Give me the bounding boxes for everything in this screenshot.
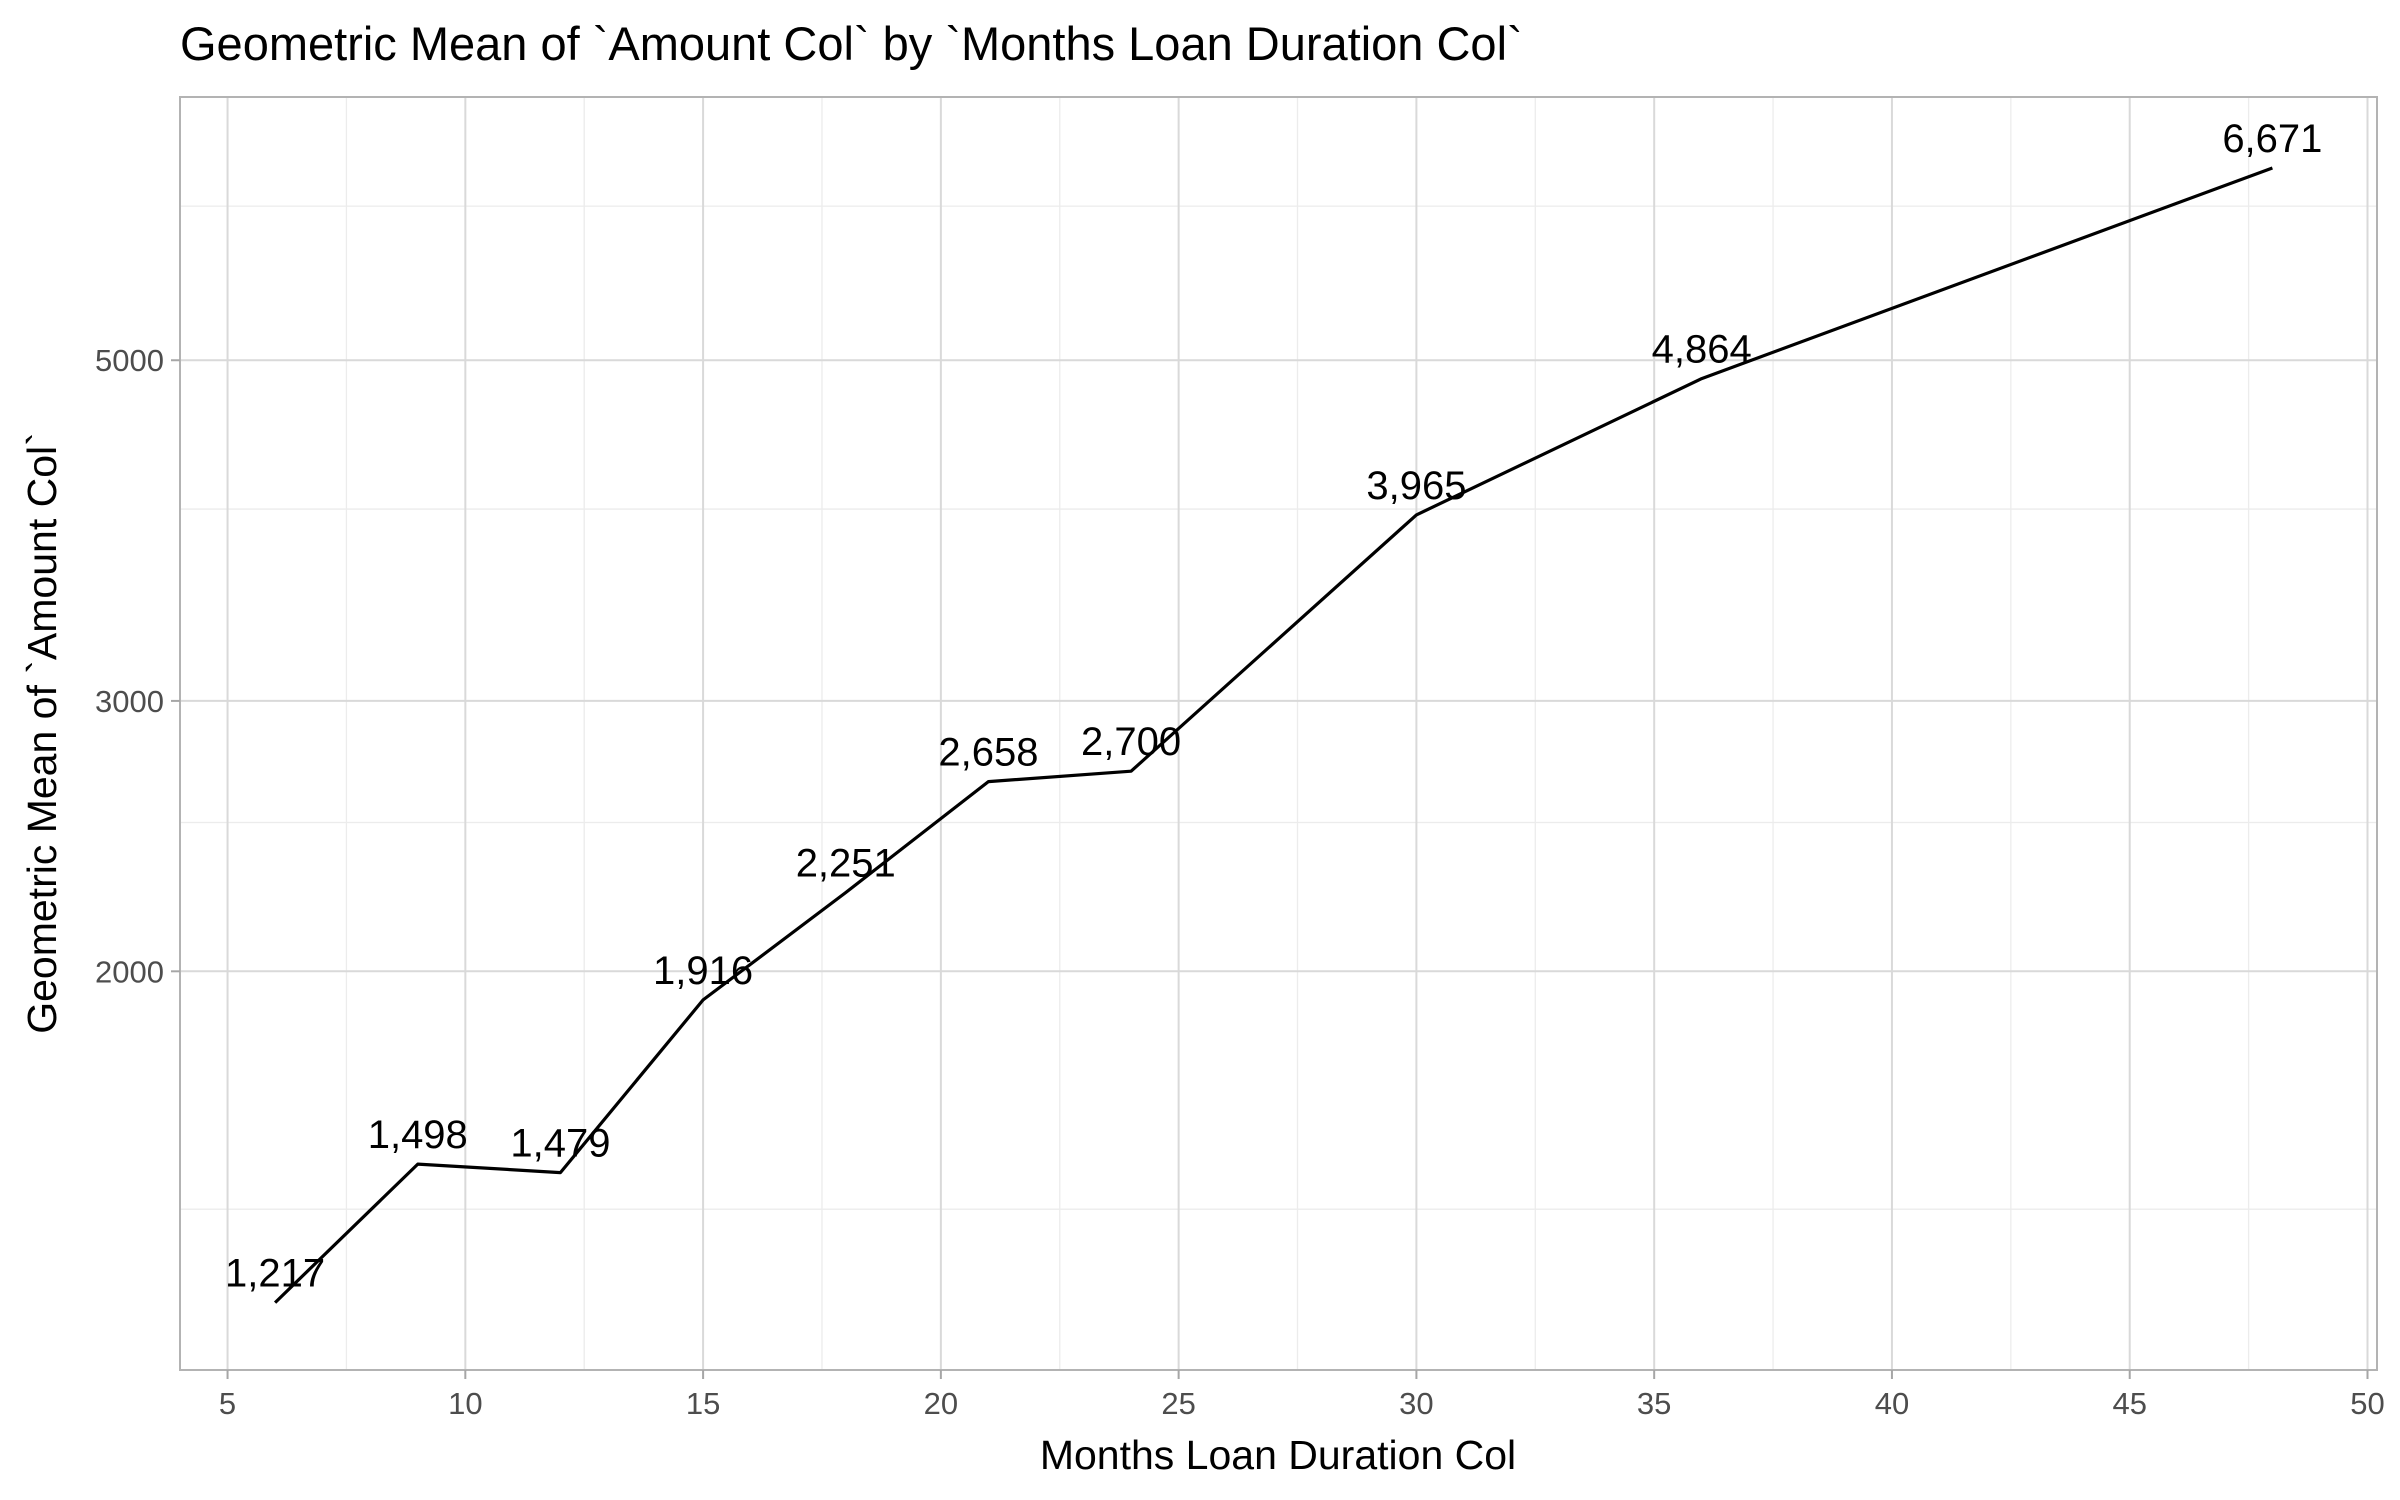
x-tick-label: 15 [686, 1386, 720, 1421]
y-tick-labels: 2000 3000 5000 [95, 343, 164, 989]
data-label: 3,965 [1366, 464, 1466, 508]
y-tick-label: 2000 [95, 954, 164, 989]
data-labels: 1,217 1,498 1,479 1,916 2,251 2,658 2,700 3,965… [225, 117, 2322, 1296]
y-tick-label: 3000 [95, 684, 164, 719]
data-label: 1,916 [653, 949, 753, 993]
data-label: 1,498 [368, 1113, 468, 1157]
x-tick-label: 5 [219, 1386, 236, 1421]
x-tick-label: 30 [1399, 1386, 1433, 1421]
data-label: 2,700 [1081, 720, 1181, 764]
major-gridlines [180, 97, 2377, 1370]
y-tick-label: 5000 [95, 343, 164, 378]
x-tick-label: 20 [924, 1386, 958, 1421]
data-label: 6,671 [2222, 117, 2322, 161]
x-tick-label: 10 [448, 1386, 482, 1421]
x-tick-label: 40 [1875, 1386, 1909, 1421]
series-line [273, 166, 2273, 1304]
chart-title: Geometric Mean of `Amount Col` by `Month… [180, 17, 1523, 70]
plot-panel-border [179, 96, 2378, 1371]
x-axis-title: Months Loan Duration Col [1040, 1432, 1516, 1478]
data-label: 2,658 [938, 731, 1038, 775]
x-tick-label: 35 [1637, 1386, 1671, 1421]
x-tick-label: 25 [1161, 1386, 1195, 1421]
x-tick-label: 45 [2112, 1386, 2146, 1421]
axis-ticks [171, 359, 2369, 1379]
data-label: 2,251 [796, 841, 896, 885]
data-label: 1,217 [225, 1252, 325, 1296]
x-tick-labels: 5 10 15 20 25 30 35 40 45 50 [219, 1386, 2385, 1421]
data-label: 4,864 [1652, 328, 1752, 372]
x-tick-label: 50 [2350, 1386, 2384, 1421]
y-axis-title: Geometric Mean of `Amount Col` [19, 432, 65, 1034]
minor-gridlines [180, 97, 2377, 1370]
data-label: 1,479 [510, 1122, 610, 1166]
